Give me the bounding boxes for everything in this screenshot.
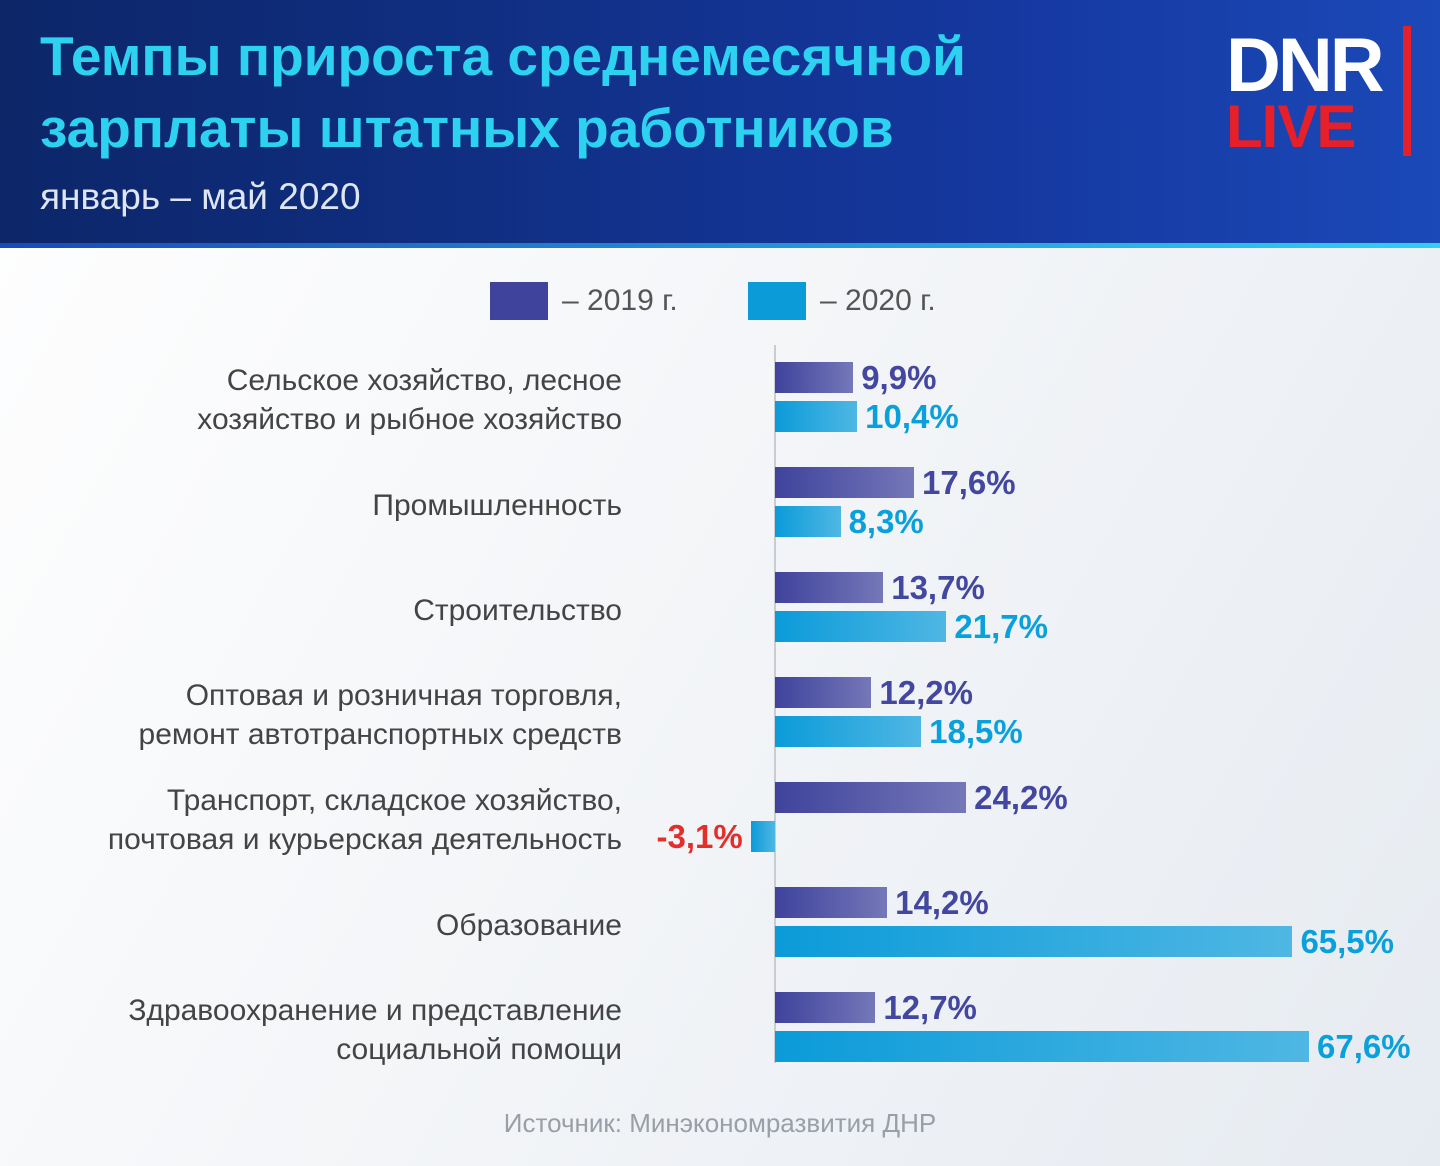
legend-swatch	[490, 282, 548, 320]
bar	[775, 1031, 1310, 1062]
value-label: 13,7%	[891, 569, 985, 606]
title: Темпы прироста среднемесячной	[40, 25, 966, 87]
legend-swatch	[748, 282, 806, 320]
category-label: Промышленность	[372, 488, 622, 522]
value-label: 10,4%	[865, 398, 959, 435]
bar	[775, 992, 876, 1023]
legend-label: – 2019 г.	[562, 284, 678, 317]
category-label: Образование	[436, 908, 622, 942]
category-label: Строительство	[413, 593, 622, 627]
value-label: 21,7%	[954, 608, 1048, 645]
logo: DNR	[1226, 23, 1385, 108]
value-label: 12,2%	[879, 674, 973, 711]
value-label: 24,2%	[974, 779, 1068, 816]
bar	[775, 572, 884, 603]
subtitle: январь – май 2020	[40, 176, 361, 217]
title: зарплаты штатных работников	[40, 97, 894, 159]
bar	[775, 887, 888, 918]
logo-bar	[1403, 26, 1411, 156]
bar	[750, 821, 775, 852]
value-label: 12,7%	[883, 989, 977, 1026]
value-label: 8,3%	[848, 503, 924, 540]
logo: LIVE	[1226, 93, 1356, 160]
value-label: 17,6%	[922, 464, 1016, 501]
category-label: Здравоохранение и представление социальн…	[128, 994, 622, 1066]
bar	[775, 782, 967, 813]
bar	[775, 611, 947, 642]
bar	[775, 716, 922, 747]
value-label: 65,5%	[1300, 923, 1395, 960]
value-label: 18,5%	[929, 713, 1023, 750]
value-label: 67,6%	[1317, 1028, 1411, 1065]
category-label: Оптовая и розничная торговля, ремонт авт…	[138, 679, 622, 751]
header: Темпы прироста среднемесячной зарплаты ш…	[0, 0, 1440, 248]
legend-label: – 2020 г.	[820, 284, 936, 317]
category-label: Сельское хозяйство, лесное хозяйство и р…	[197, 364, 622, 436]
bar	[775, 926, 1293, 957]
value-label: -3,1%	[656, 818, 743, 855]
value-label: 9,9%	[861, 359, 937, 396]
source: Источник: Минэкономразвития ДНР	[503, 1108, 937, 1138]
bar	[775, 506, 841, 537]
bar	[775, 467, 915, 498]
bar	[775, 401, 858, 432]
bar	[775, 362, 854, 393]
bar	[775, 677, 872, 708]
value-label: 14,2%	[895, 884, 989, 921]
category-label: Транспорт, складское хозяйство, почтовая…	[107, 784, 622, 856]
